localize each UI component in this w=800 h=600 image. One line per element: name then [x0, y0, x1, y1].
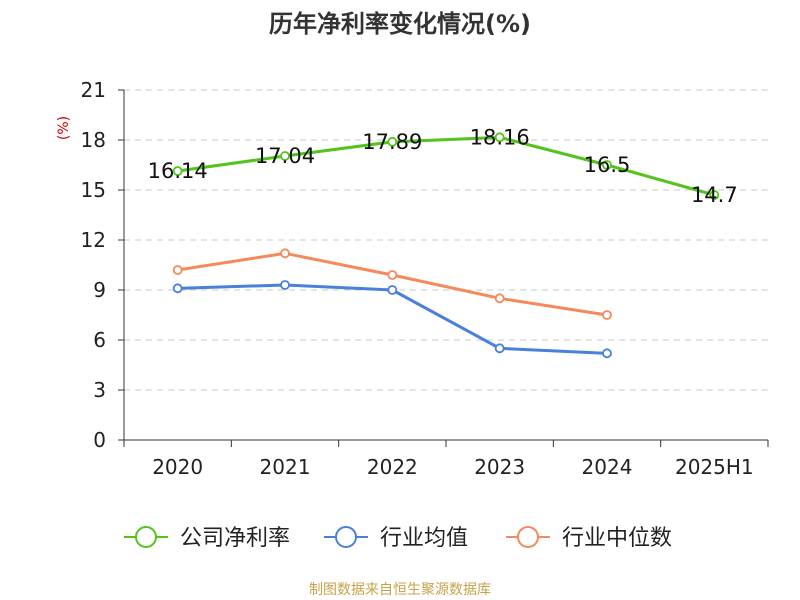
data-label: 14.7 [691, 183, 738, 207]
y-tick-label: 3 [93, 378, 106, 402]
data-point [494, 293, 505, 304]
data-label: 18.16 [470, 125, 530, 149]
axes: 0 3 6 9 12 15 18 21 2020 2021 2022 2023 2024 2025H1 [81, 78, 769, 479]
grid [124, 89, 768, 391]
data-point [387, 285, 398, 295]
x-tick-label: 2020 [152, 455, 203, 479]
source-note: 制图数据来自恒生聚源数据库 [309, 582, 491, 598]
x-tick-label: 2024 [582, 455, 633, 479]
legend-marker [517, 526, 539, 548]
legend: 公司净利率 行业均值 行业中位数 [124, 526, 672, 551]
y-tick-label: 9 [93, 278, 106, 302]
data-point [709, 190, 720, 200]
y-tick-label: 12 [81, 228, 106, 252]
data-point [172, 166, 183, 176]
series-2 [172, 248, 612, 320]
series-1 [172, 280, 612, 359]
y-tick-label: 21 [81, 78, 106, 102]
data-point [494, 132, 505, 143]
data-point [280, 280, 290, 290]
y-tick-label: 6 [93, 328, 106, 352]
legend-marker [135, 526, 157, 548]
x-tick-label: 2021 [260, 455, 311, 479]
series-line [177, 283, 608, 355]
legend-item: 公司净利率 [124, 526, 290, 551]
data-label: 17.89 [362, 130, 422, 154]
chart-title: 历年净利率变化情况(%) [269, 10, 531, 38]
legend-marker [335, 526, 357, 548]
data-point [602, 348, 612, 359]
x-tick-label: 2022 [367, 455, 418, 479]
data-point [387, 136, 398, 147]
data-point [172, 265, 183, 275]
legend-item: 行业中位数 [506, 526, 672, 551]
legend-item: 行业均值 [324, 526, 468, 551]
y-tick-label: 0 [93, 428, 106, 452]
series-line [177, 251, 608, 317]
legend-label: 行业中位数 [562, 526, 672, 551]
y-axis-label: (%) [56, 116, 72, 140]
data-point [280, 151, 290, 161]
series-layer: 16.14 17.04 17.89 18.16 16.5 14.7 [148, 125, 738, 359]
legend-label: 行业均值 [380, 526, 468, 551]
x-tick-label: 2023 [474, 455, 525, 479]
y-tick-label: 15 [81, 178, 106, 202]
data-point [494, 343, 505, 354]
series-0: 16.14 17.04 17.89 18.16 16.5 14.7 [148, 125, 738, 207]
series-line [177, 135, 715, 197]
data-point [172, 283, 183, 294]
data-point [602, 160, 612, 170]
data-label: 17.04 [255, 144, 315, 168]
x-tick-label: 2025H1 [675, 455, 754, 479]
data-label: 16.14 [148, 159, 208, 183]
data-point [602, 310, 612, 320]
y-tick-label: 18 [81, 128, 106, 152]
data-point [280, 248, 290, 259]
data-label: 16.5 [584, 153, 631, 177]
legend-label: 公司净利率 [180, 526, 290, 551]
data-point [387, 270, 398, 280]
